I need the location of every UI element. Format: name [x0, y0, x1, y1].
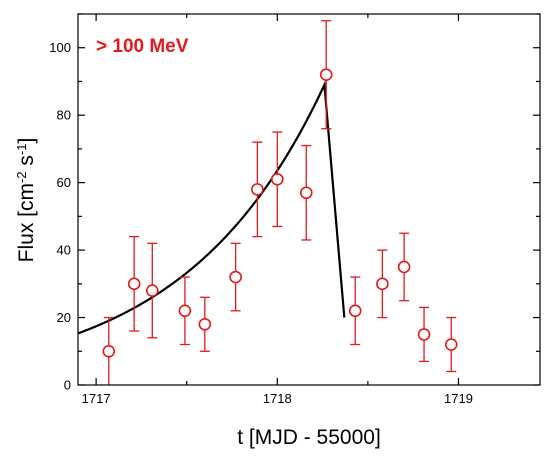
- data-point-marker: [102, 344, 116, 358]
- model-flare-curve: [77, 80, 346, 335]
- y-axis-title-end: ]: [15, 138, 38, 144]
- y-axis-title: Flux [cm-2 s-1]: [14, 138, 39, 263]
- data-point: [348, 276, 362, 346]
- data-point: [397, 232, 411, 302]
- data-point-marker: [397, 260, 411, 274]
- data-point: [417, 306, 431, 363]
- data-point: [376, 249, 389, 319]
- data-point: [145, 242, 159, 339]
- data-point-marker: [229, 270, 242, 284]
- x-axis-title: t [MJD - 55000]: [237, 426, 381, 449]
- data-point-marker: [178, 304, 192, 318]
- data-point-marker: [348, 304, 362, 318]
- y-axis-title-exp2: -1: [14, 144, 29, 156]
- data-point-marker: [444, 338, 458, 351]
- y-tick-label: 0: [64, 378, 71, 393]
- data-point: [102, 316, 116, 385]
- data-point-marker: [376, 277, 389, 291]
- y-tick-label: 60: [57, 175, 71, 190]
- data-point: [178, 276, 192, 346]
- y-axis-title-exp1: -2: [14, 171, 29, 183]
- model-curve-layer: [77, 80, 346, 335]
- data-point: [251, 141, 264, 238]
- y-tick-label: 40: [57, 243, 71, 258]
- y-tick-label: 100: [49, 40, 71, 55]
- data-point-marker: [251, 183, 264, 196]
- data-point: [319, 20, 333, 130]
- axes: [77, 13, 541, 386]
- data-point-marker: [198, 317, 212, 331]
- data-point: [299, 144, 313, 241]
- plot-frame: [77, 13, 541, 386]
- data-point-marker: [127, 277, 141, 291]
- x-tick-label: 1718: [263, 391, 292, 406]
- data-point-marker: [299, 186, 313, 200]
- data-point: [127, 235, 141, 332]
- y-axis-title-base: Flux [cm: [15, 183, 38, 262]
- y-axis-title-mid: s: [15, 155, 38, 171]
- x-tick-label: 1719: [444, 391, 473, 406]
- y-tick-label: 20: [57, 310, 71, 325]
- data-point: [270, 131, 284, 228]
- data-point-marker: [145, 284, 159, 297]
- annotation-energy-label: > 100 MeV: [96, 36, 189, 57]
- data-point-marker: [270, 172, 284, 186]
- tick-labels: 0 20 40 60 80 100 1717 1718 1719: [49, 40, 473, 406]
- data-points-layer: [102, 20, 458, 385]
- data-point-marker: [417, 328, 431, 341]
- data-point: [229, 242, 242, 312]
- data-point-marker: [319, 68, 333, 82]
- data-point: [198, 296, 212, 352]
- data-point: [444, 316, 458, 373]
- x-tick-label: 1717: [82, 391, 111, 406]
- y-tick-label: 80: [57, 108, 71, 123]
- tick-marks: [78, 13, 540, 386]
